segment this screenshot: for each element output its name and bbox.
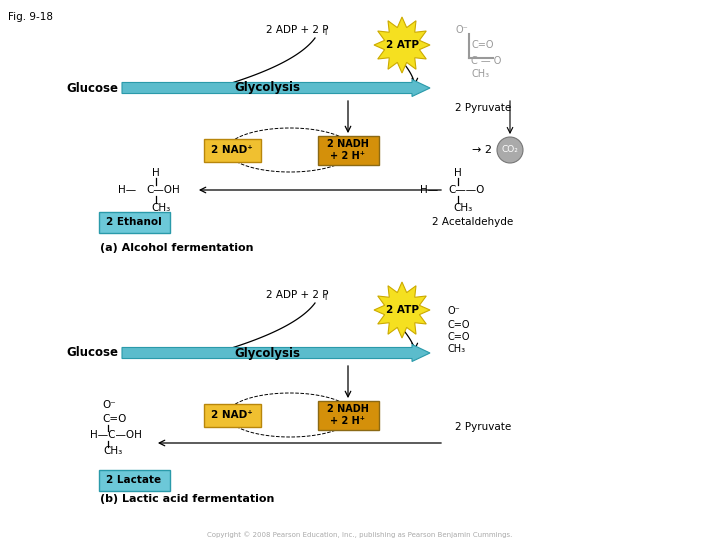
Polygon shape xyxy=(374,282,430,338)
Text: H—: H— xyxy=(420,185,438,195)
Text: H: H xyxy=(454,168,462,178)
Text: C — O: C — O xyxy=(471,56,501,66)
Text: C——O: C——O xyxy=(448,185,485,195)
Text: Glycolysis: Glycolysis xyxy=(234,347,300,360)
Text: (a) Alcohol fermentation: (a) Alcohol fermentation xyxy=(100,243,253,253)
Text: Fig. 9-18: Fig. 9-18 xyxy=(8,12,53,22)
Text: H: H xyxy=(152,168,160,178)
Text: Glucose: Glucose xyxy=(66,347,118,360)
Text: 2 ADP + 2 P: 2 ADP + 2 P xyxy=(266,25,328,35)
Text: 2 NAD⁺: 2 NAD⁺ xyxy=(211,145,253,155)
Text: CH₃: CH₃ xyxy=(447,344,465,354)
Text: → 2: → 2 xyxy=(472,145,492,155)
Text: O⁻: O⁻ xyxy=(102,400,116,410)
Polygon shape xyxy=(122,345,430,361)
Text: C=O: C=O xyxy=(102,414,127,424)
Text: Glycolysis: Glycolysis xyxy=(234,82,300,94)
FancyBboxPatch shape xyxy=(99,212,169,233)
Text: Copyright © 2008 Pearson Education, Inc., publishing as Pearson Benjamin Cumming: Copyright © 2008 Pearson Education, Inc.… xyxy=(207,532,513,538)
FancyBboxPatch shape xyxy=(318,136,379,165)
FancyBboxPatch shape xyxy=(204,138,261,161)
Text: 2 NADH
+ 2 H⁺: 2 NADH + 2 H⁺ xyxy=(327,404,369,426)
Text: i: i xyxy=(324,28,326,37)
Text: H—: H— xyxy=(118,185,136,195)
Text: 2 Ethanol: 2 Ethanol xyxy=(106,217,162,227)
Text: CH₃: CH₃ xyxy=(453,203,472,213)
FancyBboxPatch shape xyxy=(99,469,169,490)
Text: (b) Lactic acid fermentation: (b) Lactic acid fermentation xyxy=(100,494,274,504)
Text: C=O: C=O xyxy=(447,332,469,342)
Text: 2 Pyruvate: 2 Pyruvate xyxy=(455,422,511,432)
Polygon shape xyxy=(374,17,430,73)
Text: O⁻: O⁻ xyxy=(447,306,460,316)
Polygon shape xyxy=(122,79,430,97)
Text: CO₂: CO₂ xyxy=(502,145,518,154)
Text: C—OH: C—OH xyxy=(146,185,180,195)
Text: 2 ADP + 2 P: 2 ADP + 2 P xyxy=(266,290,328,300)
Text: i: i xyxy=(324,293,326,302)
Text: 2 ATP: 2 ATP xyxy=(385,305,418,315)
Text: Glucose: Glucose xyxy=(66,82,118,94)
Text: O⁻: O⁻ xyxy=(455,25,468,35)
Text: C=O: C=O xyxy=(471,40,493,50)
Text: 2 Lactate: 2 Lactate xyxy=(107,475,161,485)
FancyBboxPatch shape xyxy=(204,403,261,427)
Text: C=O: C=O xyxy=(447,320,469,330)
Circle shape xyxy=(497,137,523,163)
Text: 2 Acetaldehyde: 2 Acetaldehyde xyxy=(432,217,513,227)
Text: H—C—OH: H—C—OH xyxy=(90,430,142,440)
Text: CH₃: CH₃ xyxy=(471,69,489,79)
Text: 2 NAD⁺: 2 NAD⁺ xyxy=(211,410,253,420)
FancyBboxPatch shape xyxy=(318,401,379,429)
Text: 2 Pyruvate: 2 Pyruvate xyxy=(455,103,511,113)
Text: 2 NADH
+ 2 H⁺: 2 NADH + 2 H⁺ xyxy=(327,139,369,161)
Text: CH₃: CH₃ xyxy=(151,203,170,213)
Text: CH₃: CH₃ xyxy=(103,446,122,456)
Text: 2 ATP: 2 ATP xyxy=(385,40,418,50)
